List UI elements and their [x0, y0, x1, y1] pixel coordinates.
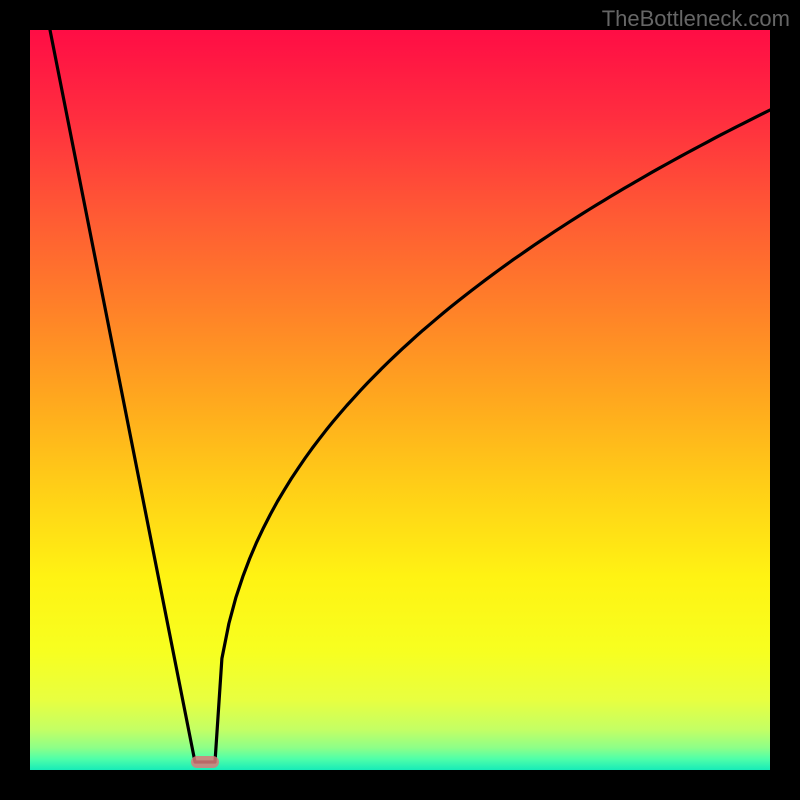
curve-layer	[30, 30, 770, 770]
minimum-marker	[191, 756, 219, 768]
chart-frame: TheBottleneck.com	[0, 0, 800, 800]
bottleneck-curve	[50, 30, 770, 762]
watermark-text: TheBottleneck.com	[602, 6, 790, 32]
plot-area	[30, 30, 770, 770]
